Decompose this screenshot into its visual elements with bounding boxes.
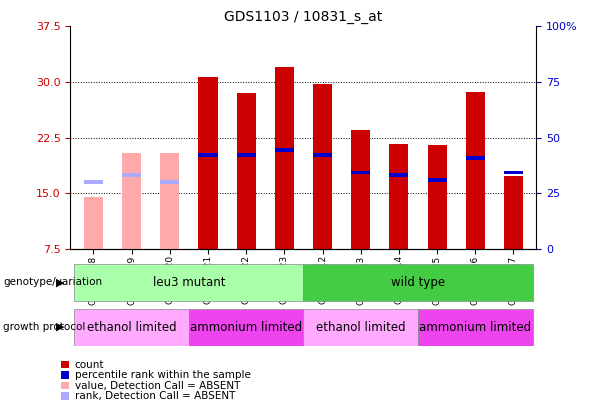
Text: rank, Detection Call = ABSENT: rank, Detection Call = ABSENT <box>75 391 235 401</box>
Bar <box>351 130 370 249</box>
Text: ethanol limited: ethanol limited <box>87 320 177 334</box>
Bar <box>389 173 408 177</box>
Text: ▶: ▶ <box>56 277 64 288</box>
Text: ▶: ▶ <box>56 322 64 332</box>
Bar <box>199 153 218 157</box>
Bar <box>84 197 103 249</box>
Text: ethanol limited: ethanol limited <box>316 320 406 334</box>
Bar <box>427 178 447 182</box>
Bar <box>313 153 332 157</box>
Text: growth protocol: growth protocol <box>3 322 85 332</box>
Bar <box>275 149 294 152</box>
Bar <box>466 156 485 160</box>
Bar <box>84 180 103 184</box>
Text: wild type: wild type <box>391 276 445 289</box>
Bar <box>313 84 332 249</box>
Bar <box>389 144 408 249</box>
Bar <box>466 92 485 249</box>
Text: ammonium limited: ammonium limited <box>419 320 531 334</box>
Bar <box>160 180 180 184</box>
Text: value, Detection Call = ABSENT: value, Detection Call = ABSENT <box>75 381 240 390</box>
Bar <box>427 145 447 249</box>
Title: GDS1103 / 10831_s_at: GDS1103 / 10831_s_at <box>224 10 383 24</box>
Text: genotype/variation: genotype/variation <box>3 277 102 288</box>
Bar <box>303 264 533 301</box>
Text: percentile rank within the sample: percentile rank within the sample <box>75 370 251 380</box>
Bar <box>74 264 303 301</box>
Bar <box>275 67 294 249</box>
Bar <box>122 173 141 177</box>
Bar <box>199 77 218 249</box>
Bar <box>303 309 418 345</box>
Bar <box>160 153 180 249</box>
Bar <box>351 171 370 175</box>
Bar <box>237 93 256 249</box>
Bar <box>237 153 256 157</box>
Text: ammonium limited: ammonium limited <box>190 320 302 334</box>
Bar <box>189 309 303 345</box>
Bar <box>74 309 189 345</box>
Bar <box>504 176 523 249</box>
Bar <box>504 171 523 175</box>
Text: count: count <box>75 360 104 369</box>
Text: leu3 mutant: leu3 mutant <box>153 276 225 289</box>
Bar <box>122 153 141 249</box>
Bar <box>418 309 533 345</box>
